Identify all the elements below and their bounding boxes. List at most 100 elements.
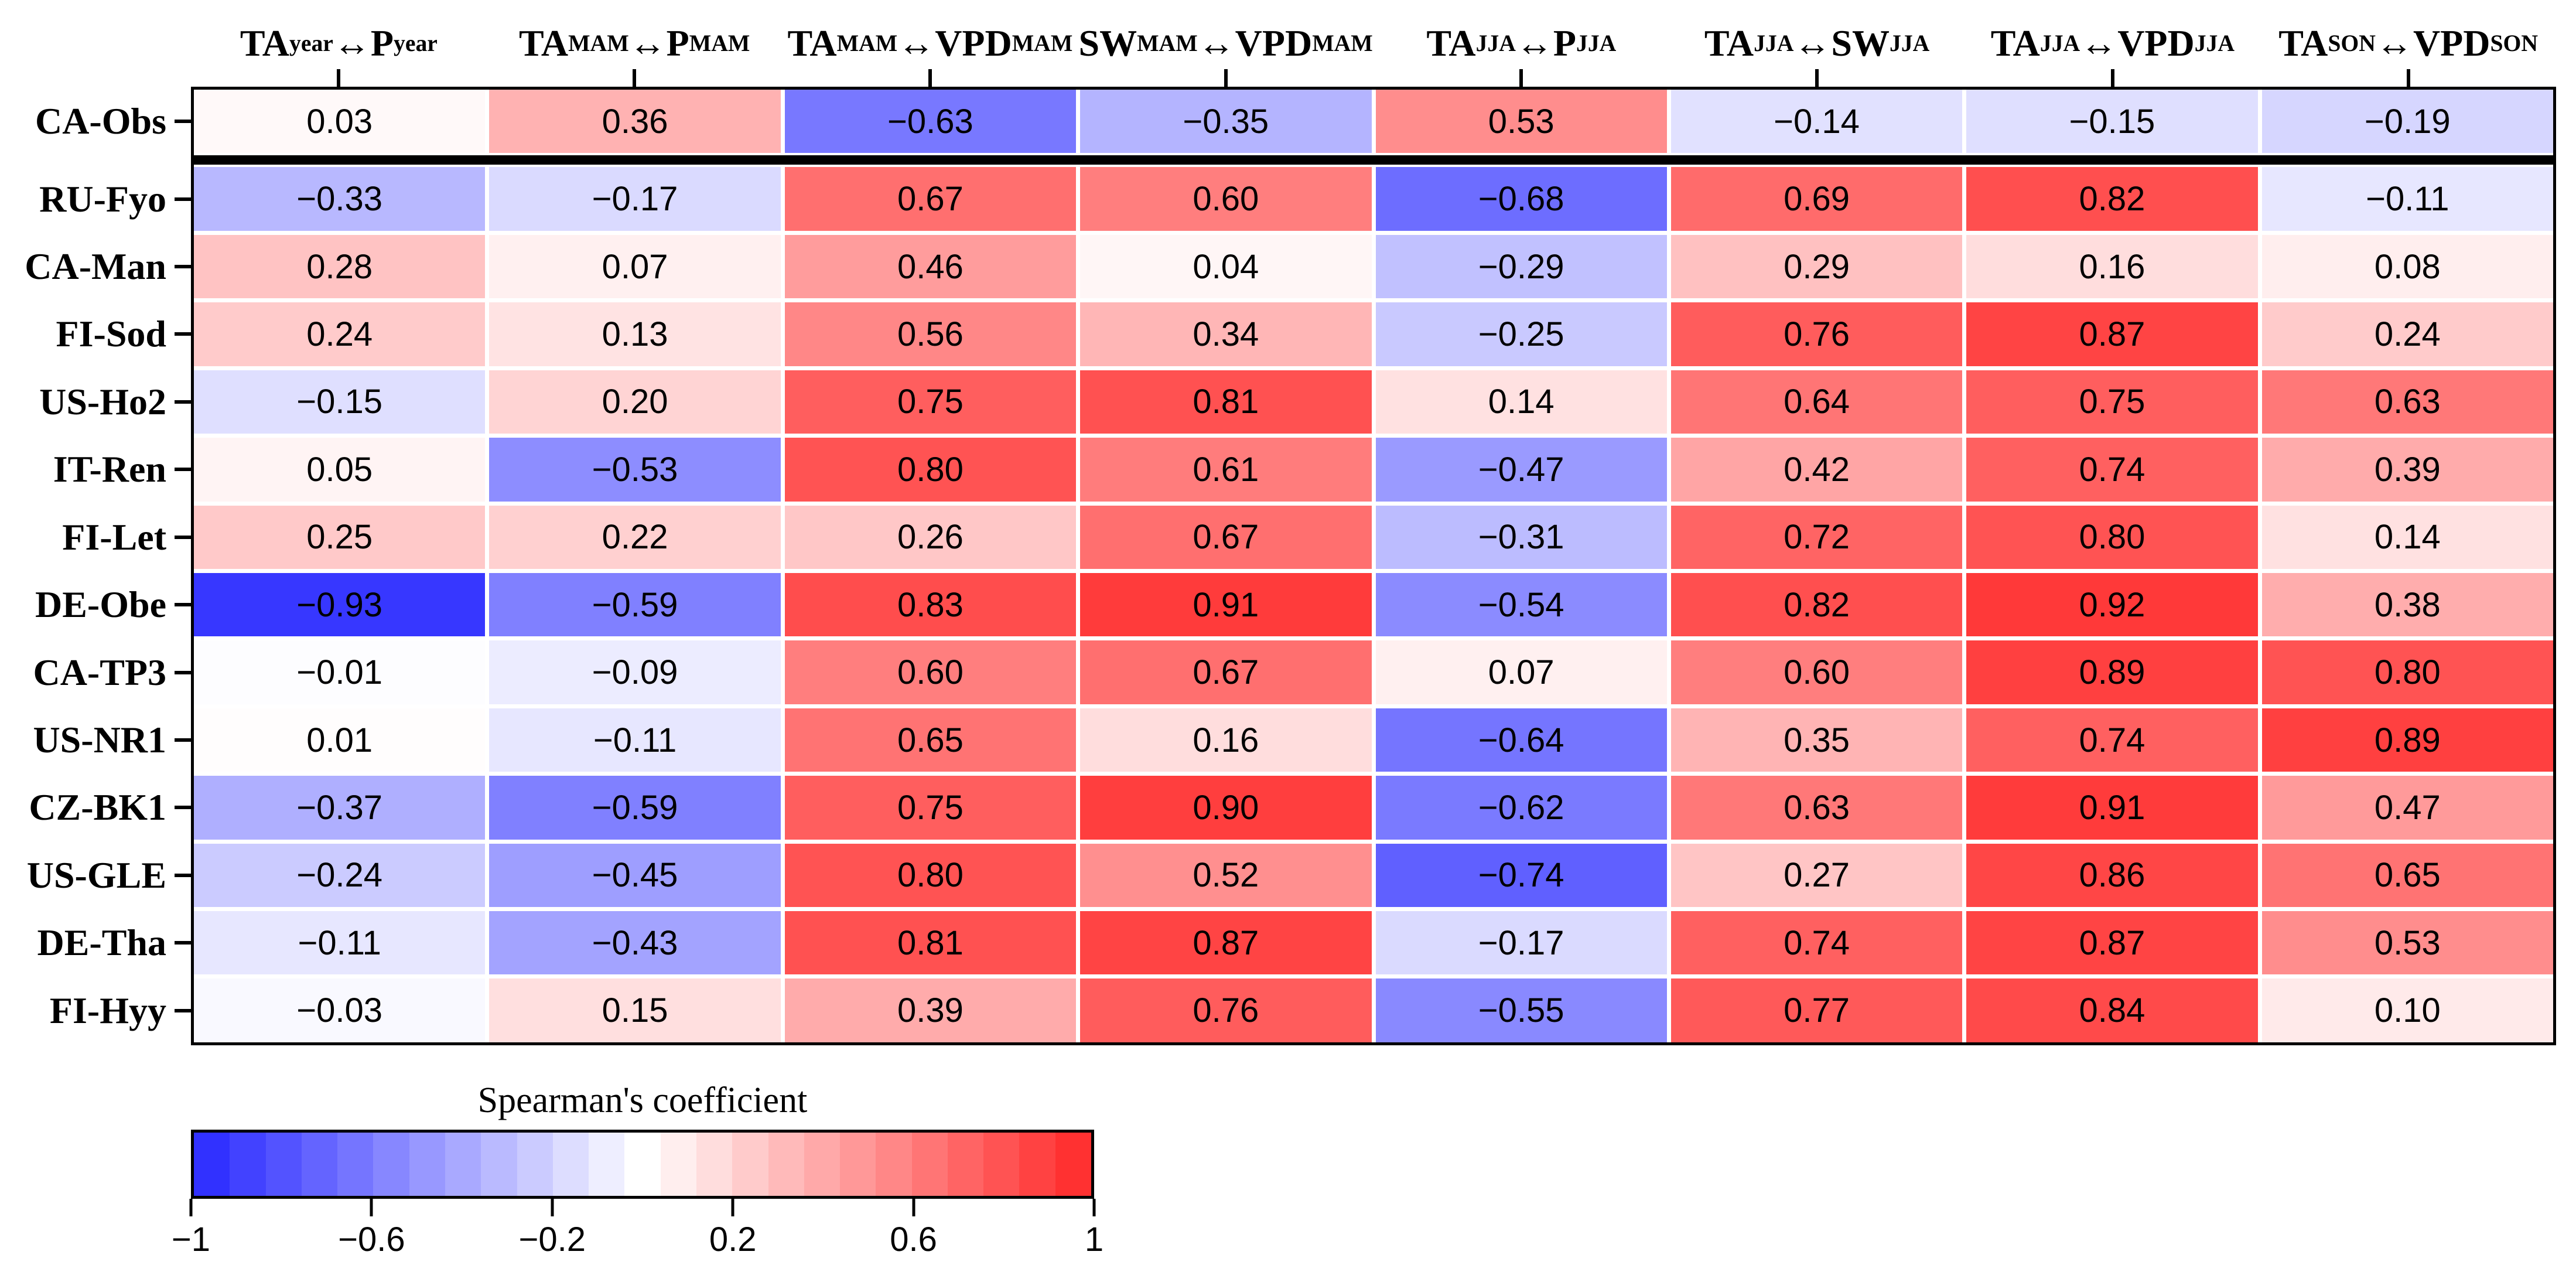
site-name: CA-Man	[25, 246, 166, 288]
colorbar-tick-label: 1	[1084, 1220, 1104, 1259]
row-tick-dash	[175, 332, 191, 336]
heatmap-cell-IT-Ren-col5: −0.47	[1375, 438, 1667, 502]
heatmap-cell-DE-Obe-col2: −0.59	[489, 572, 781, 637]
heatmap-cell-US-GLE-col3: 0.80	[784, 843, 1077, 908]
heatmap-cell-US-Ho2-col1: −0.15	[194, 370, 486, 434]
legend-title: Spearman's coefficient	[477, 1080, 808, 1120]
heatmap-cell-CZ-BK1-col1: −0.37	[194, 776, 486, 840]
heatmap-cell-DE-Tha-col4: 0.87	[1080, 911, 1372, 975]
heatmap-cell-IT-Ren-col1: 0.05	[194, 438, 486, 502]
heatmap-cell-US-GLE-col5: −0.74	[1375, 843, 1667, 908]
heatmap-cell-FI-Let-col8: 0.14	[2261, 505, 2553, 569]
heatmap-cell-CA-Man-col7: 0.16	[1966, 234, 2258, 299]
column-tick	[1224, 69, 1228, 88]
heatmap-cell-US-NR1-col4: 0.16	[1080, 708, 1372, 772]
colorbar-tick-label: 0.6	[890, 1220, 937, 1259]
heatmap-cell-FI-Hyy-col5: −0.55	[1375, 978, 1667, 1042]
heatmap-cell-CA-Obs-col8: −0.19	[2261, 90, 2553, 154]
heatmap-cell-CA-Man-col5: −0.29	[1375, 234, 1667, 299]
row-tick-dash	[175, 670, 191, 674]
colorbar-segment	[1055, 1133, 1092, 1196]
row-tick-dash	[175, 468, 191, 472]
col-header-3: TA MAM ↔ VPD MAM	[783, 0, 1078, 88]
heatmap-cell-CA-Man-col4: 0.04	[1080, 234, 1372, 299]
heatmap-cell-US-GLE-col8: 0.65	[2261, 843, 2553, 908]
heatmap-cell-CA-Obs-col7: −0.15	[1966, 90, 2258, 154]
colorbar-tick	[370, 1199, 373, 1216]
heatmap-cell-DE-Tha-col6: 0.74	[1670, 911, 1963, 975]
header-text: TA	[1704, 22, 1754, 64]
colorbar-segment	[552, 1133, 589, 1196]
row-label-US-NR1: US-NR1	[0, 708, 191, 772]
colorbar-segment	[517, 1133, 553, 1196]
heatmap-cell-FI-Let-col5: −0.31	[1375, 505, 1667, 569]
heatmap-cell-US-NR1-col2: −0.11	[489, 708, 781, 772]
row-tick-dash	[175, 265, 191, 269]
colorbar	[191, 1130, 1094, 1199]
heatmap-cell-FI-Hyy-col3: 0.39	[784, 978, 1077, 1042]
heatmap-cell-US-NR1-col3: 0.65	[784, 708, 1077, 772]
row-label-DE-Tha: DE-Tha	[0, 911, 191, 974]
header-text: VPD	[2117, 22, 2195, 64]
header-text: TA	[1990, 22, 2040, 64]
row-labels: CA-Obs RU-Fyo CA-Man FI-Sod US-Ho2 IT-Ren FI-L…	[0, 87, 191, 1045]
heatmap-cell-RU-Fyo-col4: 0.60	[1080, 167, 1372, 231]
colorbar-segment	[768, 1133, 804, 1196]
heatmap-cell-CA-Man-col8: 0.08	[2261, 234, 2553, 299]
heatmap-row-FI-Hyy: −0.03 0.15 0.39 0.76 −0.55 0.77 0.84 0.10	[194, 978, 2553, 1042]
heatmap-cell-DE-Tha-col8: 0.53	[2261, 911, 2553, 975]
column-tick	[633, 69, 637, 88]
colorbar-tick-label: 0.2	[709, 1220, 757, 1259]
colorbar-segment	[230, 1133, 266, 1196]
heatmap-row-CA-TP3: −0.01 −0.09 0.60 0.67 0.07 0.60 0.89 0.80	[194, 640, 2553, 704]
header-text: VPD	[2413, 22, 2490, 64]
site-name: US-GLE	[26, 854, 166, 896]
heatmap-cell-DE-Tha-col5: −0.17	[1375, 911, 1667, 975]
observation-model-separator	[194, 155, 2553, 165]
header-text: ↔	[897, 22, 935, 64]
colorbar-segment	[983, 1133, 1020, 1196]
row-tick-dash	[175, 738, 191, 742]
colorbar-segment	[337, 1133, 374, 1196]
colorbar-segment	[445, 1133, 481, 1196]
heatmap-cell-CA-Obs-col2: 0.36	[489, 90, 781, 154]
heatmap-cell-CA-Obs-col6: −0.14	[1670, 90, 1963, 154]
row-label-RU-Fyo: RU-Fyo	[0, 167, 191, 230]
heatmap-cell-IT-Ren-col4: 0.61	[1080, 438, 1372, 502]
heatmap-cell-US-GLE-col2: −0.45	[489, 843, 781, 908]
heatmap-cell-RU-Fyo-col5: −0.68	[1375, 167, 1667, 231]
heatmap-row-RU-Fyo: −0.33 −0.17 0.67 0.60 −0.68 0.69 0.82 −0.11	[194, 167, 2553, 231]
heatmap-cell-CA-TP3-col3: 0.60	[784, 640, 1077, 704]
site-name: CA-TP3	[33, 651, 166, 693]
heatmap-cell-FI-Sod-col1: 0.24	[194, 302, 486, 366]
heatmap-cell-DE-Obe-col1: −0.93	[194, 572, 486, 637]
heatmap-cell-CZ-BK1-col3: 0.75	[784, 776, 1077, 840]
colorbar-segment	[840, 1133, 876, 1196]
row-label-FI-Sod: FI-Sod	[0, 302, 191, 366]
site-name: CA-Obs	[35, 100, 166, 142]
heatmap-cell-CA-Man-col3: 0.46	[784, 234, 1077, 299]
colorbar-segment	[481, 1133, 517, 1196]
heatmap-cell-IT-Ren-col6: 0.42	[1670, 438, 1963, 502]
site-name: DE-Tha	[37, 922, 167, 964]
colorbar-segment	[373, 1133, 409, 1196]
heatmap-cell-US-NR1-col6: 0.35	[1670, 708, 1963, 772]
separator-spacer	[0, 155, 191, 165]
colorbar-segment	[732, 1133, 768, 1196]
heatmap-grid: 0.03 0.36 −0.63 −0.35 0.53 −0.14 −0.15 −0.19 −0.…	[191, 87, 2556, 1045]
header-text: ↔	[333, 22, 371, 64]
heatmap-cell-US-GLE-col7: 0.86	[1966, 843, 2258, 908]
heatmap-cell-FI-Hyy-col2: 0.15	[489, 978, 781, 1042]
col-header-8: TA SON ↔ VPD SON	[2260, 0, 2556, 88]
heatmap-cell-FI-Hyy-col7: 0.84	[1966, 978, 2258, 1042]
row-label-DE-Obe: DE-Obe	[0, 573, 191, 636]
site-name: RU-Fyo	[39, 178, 166, 220]
colorbar-segment	[911, 1133, 948, 1196]
colorbar-tick	[731, 1199, 734, 1216]
heatmap-cell-CZ-BK1-col8: 0.47	[2261, 776, 2553, 840]
header-text: TA	[518, 22, 569, 64]
row-tick-dash	[175, 1008, 191, 1012]
heatmap-cell-CA-TP3-col5: 0.07	[1375, 640, 1667, 704]
heatmap-cell-CA-TP3-col6: 0.60	[1670, 640, 1963, 704]
